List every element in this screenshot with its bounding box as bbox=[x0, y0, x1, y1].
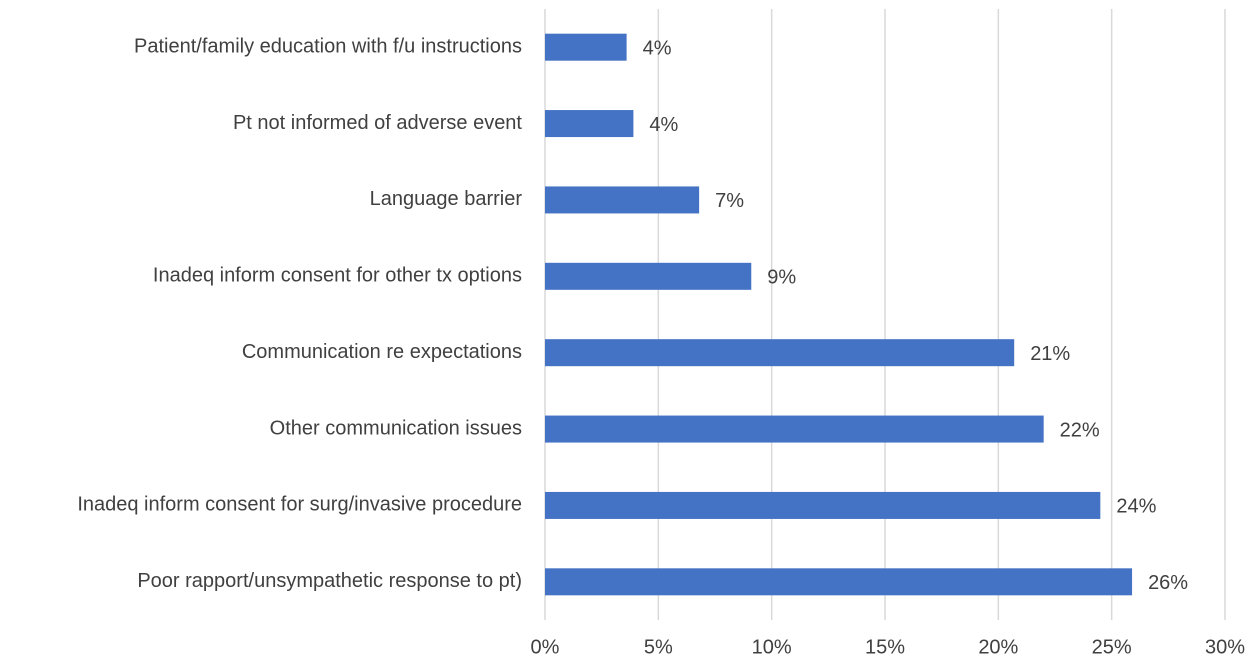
x-tick-label: 25% bbox=[1092, 636, 1132, 658]
category-label: Poor rapport/unsympathetic response to p… bbox=[137, 570, 522, 592]
bar bbox=[545, 262, 752, 290]
bar bbox=[545, 110, 634, 138]
x-tick-label: 10% bbox=[752, 636, 792, 658]
category-label: Communication re expectations bbox=[242, 341, 522, 363]
data-label: 21% bbox=[1030, 343, 1070, 365]
x-tick-label: 30% bbox=[1205, 636, 1245, 658]
data-label: 24% bbox=[1116, 496, 1156, 518]
data-label: 4% bbox=[643, 37, 672, 59]
category-label: Pt not informed of adverse event bbox=[233, 112, 522, 134]
bar bbox=[545, 339, 1015, 367]
category-label: Patient/family education with f/u instru… bbox=[134, 35, 522, 57]
x-tick-label: 0% bbox=[531, 636, 560, 658]
x-tick-label: 5% bbox=[644, 636, 673, 658]
category-label: Inadeq inform consent for other tx optio… bbox=[153, 265, 522, 287]
data-label: 9% bbox=[767, 267, 796, 289]
bar bbox=[545, 33, 627, 61]
category-label: Language barrier bbox=[370, 188, 523, 210]
x-tick-label: 15% bbox=[865, 636, 905, 658]
bar bbox=[545, 186, 700, 214]
data-label: 7% bbox=[715, 190, 744, 212]
data-label: 4% bbox=[649, 114, 678, 136]
bar bbox=[545, 568, 1133, 596]
bar bbox=[545, 491, 1101, 519]
data-label: 26% bbox=[1148, 572, 1188, 594]
category-label: Other communication issues bbox=[270, 417, 522, 439]
category-label: Inadeq inform consent for surg/invasive … bbox=[77, 494, 522, 516]
data-label: 22% bbox=[1060, 419, 1100, 441]
bar bbox=[545, 415, 1044, 443]
x-tick-label: 20% bbox=[978, 636, 1018, 658]
